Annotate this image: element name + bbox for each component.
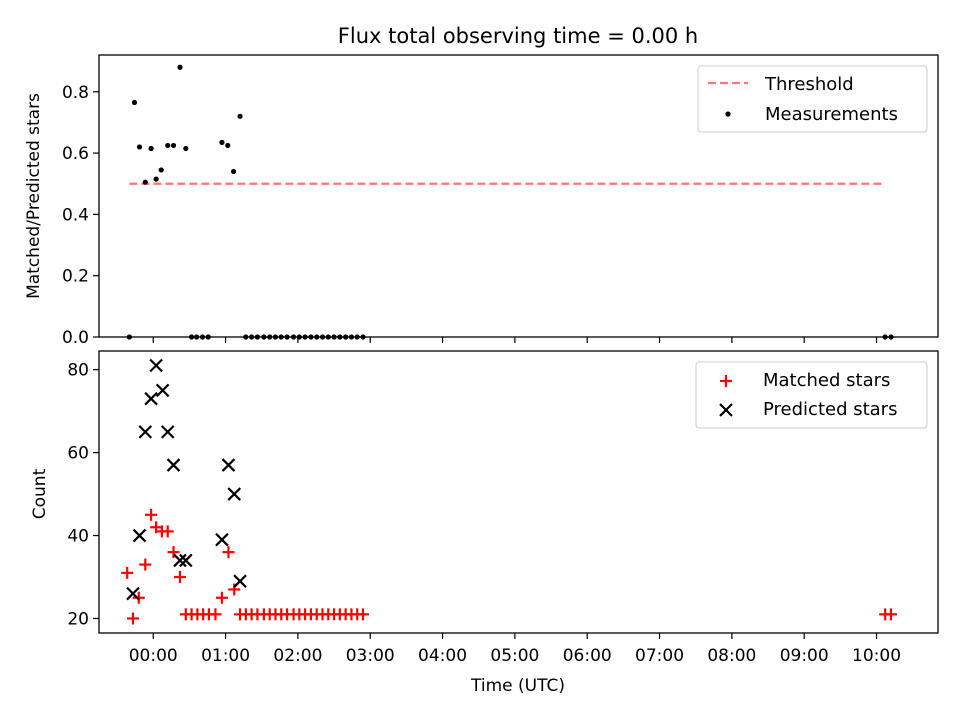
- measurement-point: [136, 144, 143, 150]
- top-plot-frame: [98, 54, 939, 338]
- bottom-legend: Matched stars Predicted stars: [695, 361, 928, 429]
- matched-stars-point: [139, 558, 152, 571]
- top-plot-area: 0.0 0.2 0.4 0.6 0.8: [62, 64, 894, 348]
- predicted-stars-point: [138, 425, 153, 439]
- y-tick-label: 0.4: [62, 205, 89, 225]
- x-tick-label: 10:00: [852, 646, 901, 666]
- predicted-stars-point: [155, 383, 170, 398]
- matched-stars-point: [222, 546, 235, 559]
- measurement-point: [225, 142, 231, 149]
- bottom-y-axis-label: Count: [30, 468, 50, 519]
- predicted-stars-point: [215, 532, 229, 547]
- measurement-point: [219, 139, 225, 145]
- predicted-stars-point: [233, 574, 247, 588]
- matched-stars-point: [126, 612, 139, 625]
- matched-stars-point: [884, 608, 897, 621]
- bottom-plot-area: 20 40 60 80 00:00 01:00 02:00 03:00 04:00 05:00 06…: [67, 358, 901, 666]
- top-y-axis-label: Matched/Predicted stars: [24, 93, 44, 299]
- matched-stars-point: [161, 525, 174, 538]
- matched-stars-legend-swatch: [720, 375, 732, 387]
- measurement-point: [177, 64, 183, 70]
- top-legend: Threshold Measurements: [697, 65, 928, 133]
- x-tick-label: 03:00: [346, 646, 395, 666]
- x-tick-label: 09:00: [780, 646, 829, 666]
- predicted-stars-point: [160, 425, 175, 439]
- measurement-point: [148, 145, 154, 152]
- y-tick-label: 0.2: [62, 267, 89, 287]
- x-tick-label: 02:00: [273, 646, 322, 666]
- predicted-stars-point: [227, 487, 242, 501]
- bottom-panel: Count Time (UTC) 20 40 60 80 00:00 01:00 02:00…: [30, 350, 939, 696]
- matched-stars-legend-label: Matched stars: [763, 370, 890, 391]
- predicted-stars-legend-swatch: [719, 403, 733, 417]
- y-tick-label: 80: [67, 361, 89, 381]
- measurements-legend-label: Measurements: [765, 104, 898, 125]
- measurements-legend-swatch: [725, 111, 731, 117]
- matched-stars-point: [145, 508, 158, 521]
- x-tick-label: 05:00: [490, 646, 539, 666]
- x-tick-label: 00:00: [129, 646, 178, 666]
- y-tick-label: 20: [67, 609, 89, 629]
- measurement-point: [237, 113, 243, 119]
- predicted-stars-point: [126, 586, 140, 601]
- matched-stars-point: [209, 608, 222, 621]
- matched-stars-point: [174, 571, 187, 584]
- predicted-stars-point: [179, 553, 193, 568]
- matched-stars-point: [121, 566, 134, 579]
- predicted-stars-legend-label: Predicted stars: [763, 399, 897, 420]
- bottom-legend-box: [695, 361, 928, 429]
- x-tick-label: 06:00: [563, 646, 612, 666]
- predicted-stars-point: [173, 553, 187, 568]
- x-tick-label: 08:00: [707, 646, 756, 666]
- y-tick-label: 60: [67, 444, 89, 464]
- measurement-point: [142, 179, 148, 185]
- y-tick-label: 40: [67, 527, 89, 547]
- y-tick-label: 0.8: [62, 83, 89, 103]
- x-tick-label: 04:00: [418, 646, 467, 666]
- measurement-point: [158, 167, 164, 173]
- threshold-legend-label: Threshold: [764, 74, 854, 95]
- matched-stars-point: [167, 546, 180, 559]
- predicted-stars-point: [132, 528, 147, 543]
- x-axis-label: Time (UTC): [470, 676, 565, 696]
- measurement-point: [165, 142, 171, 149]
- top-chart-title: Flux total observing time = 0.00 h: [338, 24, 698, 48]
- matched-stars-point: [215, 591, 228, 604]
- y-tick-label: 0.6: [62, 144, 89, 164]
- matched-stars-point: [356, 608, 369, 621]
- x-tick-label: 01:00: [201, 646, 250, 666]
- measurement-point: [131, 99, 138, 106]
- predicted-stars-point: [221, 458, 236, 472]
- matched-stars-point: [132, 591, 145, 604]
- measurement-point: [153, 176, 159, 182]
- measurement-point: [170, 142, 177, 149]
- predicted-stars-point: [144, 391, 158, 406]
- predicted-stars-point: [149, 358, 163, 373]
- measurement-point: [183, 145, 189, 152]
- top-panel: Flux total observing time = 0.00 h Match…: [24, 24, 939, 348]
- top-legend-box: [697, 65, 928, 133]
- x-tick-label: 07:00: [635, 646, 684, 666]
- bottom-plot-frame: [98, 350, 939, 634]
- y-tick-label: 0.0: [62, 328, 89, 348]
- predicted-stars-point: [166, 458, 181, 472]
- measurement-point: [230, 168, 237, 175]
